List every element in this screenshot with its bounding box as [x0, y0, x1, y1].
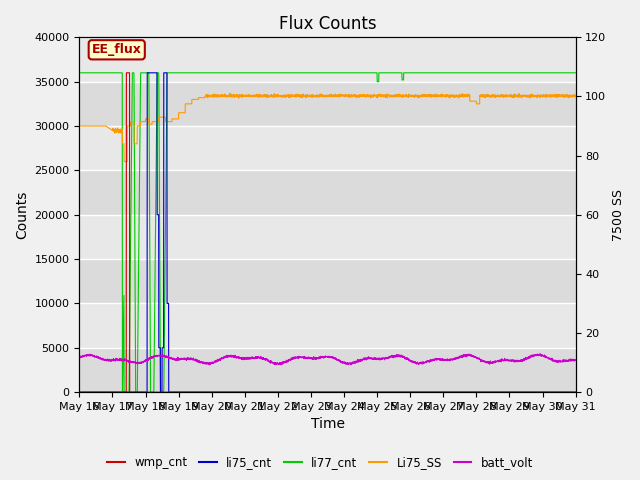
Y-axis label: 7500 SS: 7500 SS [612, 189, 625, 241]
Bar [79, 82, 575, 126]
Bar [79, 37, 575, 82]
Bar [79, 215, 575, 259]
X-axis label: Time: Time [310, 418, 344, 432]
Bar [79, 170, 575, 215]
Bar [79, 126, 575, 170]
Title: Flux Counts: Flux Counts [278, 15, 376, 33]
Text: EE_flux: EE_flux [92, 43, 141, 56]
Bar [79, 303, 575, 348]
Legend: wmp_cnt, li75_cnt, li77_cnt, Li75_SS, batt_volt: wmp_cnt, li75_cnt, li77_cnt, Li75_SS, ba… [102, 452, 538, 474]
Bar [79, 348, 575, 392]
Bar [79, 259, 575, 303]
Y-axis label: Counts: Counts [15, 191, 29, 239]
